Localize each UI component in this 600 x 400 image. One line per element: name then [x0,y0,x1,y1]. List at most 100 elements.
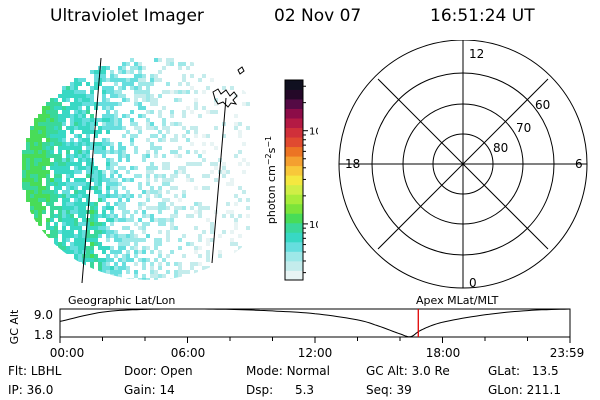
uv-pixel [90,254,94,258]
uv-pixel [178,246,182,250]
uv-pixel [58,102,62,106]
uv-pixel [134,78,138,82]
uv-pixel [34,118,38,122]
uv-pixel [62,138,66,142]
uv-pixel [70,146,74,150]
uv-pixel [86,202,90,206]
uv-pixel [194,130,198,134]
uv-pixel [38,214,42,218]
uv-pixel [106,246,110,250]
uv-pixel [162,106,166,110]
uv-pixel [202,158,206,162]
uv-pixel [166,238,170,242]
uv-pixel [66,222,70,226]
uv-pixel [46,130,50,134]
uv-pixel [182,114,186,118]
uv-pixel [234,250,238,254]
uv-pixel [86,94,90,98]
uv-pixel [74,178,78,182]
uv-pixel [162,138,166,142]
uv-pixel [46,150,50,154]
uv-pixel [118,154,122,158]
uv-pixel [26,174,30,178]
uv-pixel [146,122,150,126]
uv-pixel [138,70,142,74]
uv-pixel [174,210,178,214]
uv-pixel [126,70,130,74]
uv-pixel [26,138,30,142]
uv-pixel [130,118,134,122]
uv-pixel [38,166,42,170]
uv-pixel [50,190,54,194]
uv-pixel [170,114,174,118]
uv-pixel [178,170,182,174]
uv-pixel [170,174,174,178]
uv-pixel [78,230,82,234]
uv-pixel [166,234,170,238]
uv-pixel [70,162,74,166]
uv-pixel [46,126,50,130]
uv-pixel [190,266,194,270]
uv-pixel [242,158,246,162]
uv-pixel [98,214,102,218]
uv-pixel [106,126,110,130]
uv-pixel [178,274,182,278]
uv-pixel [158,110,162,114]
uv-pixel [162,198,166,202]
uv-pixel [102,206,106,210]
uv-pixel [178,90,182,94]
uv-pixel [94,258,98,262]
uv-pixel [110,170,114,174]
uv-pixel [118,250,122,254]
uv-pixel [62,90,66,94]
uv-pixel [46,118,50,122]
uv-pixel [202,106,206,110]
uv-pixel [118,238,122,242]
uv-pixel [118,102,122,106]
uv-pixel [58,206,62,210]
uv-pixel [110,70,114,74]
uv-pixel [110,166,114,170]
uv-pixel [30,190,34,194]
uv-pixel [122,202,126,206]
uv-pixel [150,162,154,166]
uv-pixel [162,122,166,126]
status-seq: Seq: 39 [366,383,412,397]
uv-pixel [154,150,158,154]
uv-pixel [158,266,162,270]
uv-pixel [198,234,202,238]
uv-pixel [30,186,34,190]
uv-pixel [86,138,90,142]
colorbar-cell [285,241,303,252]
status-gc-alt: GC Alt: 3.0 Re [366,364,450,378]
polar-diagonal-2 [377,78,549,250]
uv-pixel [230,238,234,242]
uv-pixel [126,114,130,118]
uv-pixel [202,142,206,146]
uv-pixel [198,254,202,258]
uv-pixel [34,194,38,198]
uv-pixel [106,270,110,274]
uv-pixel [162,182,166,186]
uv-pixel [158,218,162,222]
uv-pixel [122,234,126,238]
uv-pixel [86,146,90,150]
uv-pixel [138,74,142,78]
uv-pixel [90,142,94,146]
uv-pixel [122,206,126,210]
uv-pixel [194,186,198,190]
uv-pixel [222,230,226,234]
uv-pixel [142,98,146,102]
uv-pixel [82,142,86,146]
uv-pixel [234,126,238,130]
uv-pixel [122,254,126,258]
uv-pixel [142,66,146,70]
uv-pixel [50,162,54,166]
uv-pixel [78,178,82,182]
uv-pixel [138,62,142,66]
uv-pixel [62,130,66,134]
uv-pixel [90,218,94,222]
uv-pixel [234,154,238,158]
uv-pixel [122,166,126,170]
uv-pixel [78,142,82,146]
